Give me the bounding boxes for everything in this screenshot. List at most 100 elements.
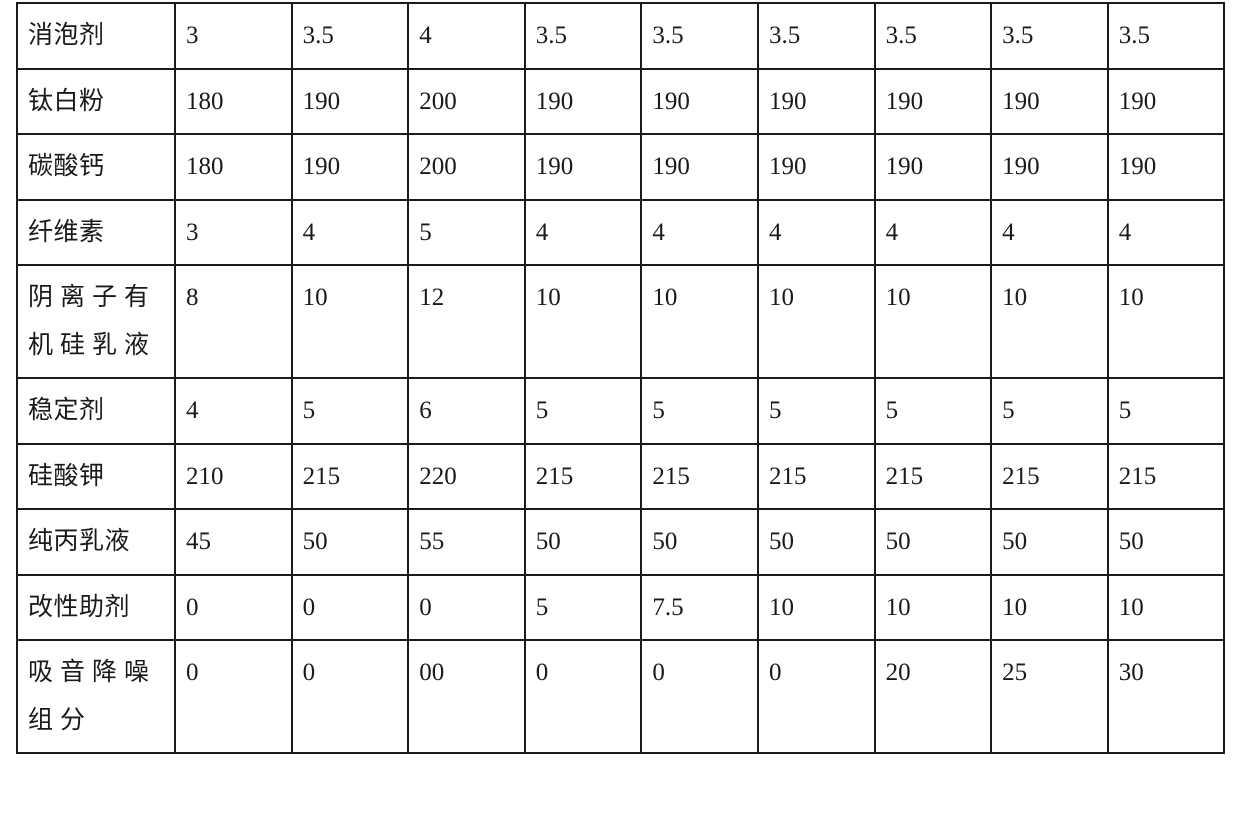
cell: 10 (1108, 575, 1225, 641)
cell: 0 (758, 640, 875, 753)
cell: 3.5 (292, 3, 409, 69)
cell: 10 (875, 265, 992, 378)
cell: 190 (1108, 134, 1225, 200)
cell: 3.5 (991, 3, 1108, 69)
cell: 10 (991, 575, 1108, 641)
cell: 4 (175, 378, 292, 444)
data-table: 消泡剂33.543.53.53.53.53.53.5钛白粉18019020019… (16, 2, 1225, 754)
cell: 10 (292, 265, 409, 378)
cell: 8 (175, 265, 292, 378)
cell: 5 (292, 378, 409, 444)
cell: 5 (758, 378, 875, 444)
cell: 50 (1108, 509, 1225, 575)
row-label: 稳定剂 (17, 378, 175, 444)
cell: 5 (525, 378, 642, 444)
cell: 10 (1108, 265, 1225, 378)
cell: 3.5 (758, 3, 875, 69)
cell: 215 (1108, 444, 1225, 510)
cell: 3 (175, 200, 292, 266)
cell: 50 (758, 509, 875, 575)
cell: 210 (175, 444, 292, 510)
table-row: 稳定剂456555555 (17, 378, 1224, 444)
cell: 0 (408, 575, 525, 641)
cell: 190 (991, 69, 1108, 135)
row-label: 纤维素 (17, 200, 175, 266)
cell: 190 (641, 69, 758, 135)
cell: 0 (525, 640, 642, 753)
row-label: 阴离子有机硅乳液 (17, 265, 175, 378)
cell: 25 (991, 640, 1108, 753)
cell: 190 (875, 134, 992, 200)
cell: 215 (758, 444, 875, 510)
cell: 220 (408, 444, 525, 510)
cell: 200 (408, 69, 525, 135)
cell: 5 (991, 378, 1108, 444)
cell: 7.5 (641, 575, 758, 641)
cell: 50 (991, 509, 1108, 575)
cell: 5 (875, 378, 992, 444)
cell: 30 (1108, 640, 1225, 753)
cell: 190 (292, 134, 409, 200)
table-wrapper: 消泡剂33.543.53.53.53.53.53.5钛白粉18019020019… (0, 0, 1240, 770)
table-row: 阴离子有机硅乳液81012101010101010 (17, 265, 1224, 378)
row-label: 改性助剂 (17, 575, 175, 641)
cell: 215 (525, 444, 642, 510)
cell: 50 (292, 509, 409, 575)
row-label: 消泡剂 (17, 3, 175, 69)
table-row: 硅酸钾210215220215215215215215215 (17, 444, 1224, 510)
cell: 215 (641, 444, 758, 510)
cell: 200 (408, 134, 525, 200)
cell: 3.5 (525, 3, 642, 69)
table-row: 改性助剂00057.510101010 (17, 575, 1224, 641)
cell: 180 (175, 69, 292, 135)
cell: 5 (1108, 378, 1225, 444)
cell: 4 (991, 200, 1108, 266)
cell: 10 (758, 575, 875, 641)
cell: 3.5 (875, 3, 992, 69)
cell: 190 (525, 134, 642, 200)
table-row: 碳酸钙180190200190190190190190190 (17, 134, 1224, 200)
cell: 50 (525, 509, 642, 575)
table-row: 纯丙乳液455055505050505050 (17, 509, 1224, 575)
cell: 215 (991, 444, 1108, 510)
row-label: 碳酸钙 (17, 134, 175, 200)
cell: 10 (641, 265, 758, 378)
cell: 215 (875, 444, 992, 510)
row-label: 钛白粉 (17, 69, 175, 135)
cell: 190 (641, 134, 758, 200)
cell: 0 (292, 575, 409, 641)
cell: 4 (641, 200, 758, 266)
cell: 190 (758, 134, 875, 200)
cell: 4 (758, 200, 875, 266)
cell: 20 (875, 640, 992, 753)
cell: 00 (408, 640, 525, 753)
cell: 3.5 (1108, 3, 1225, 69)
cell: 10 (758, 265, 875, 378)
row-label: 纯丙乳液 (17, 509, 175, 575)
cell: 45 (175, 509, 292, 575)
cell: 190 (525, 69, 642, 135)
row-label: 硅酸钾 (17, 444, 175, 510)
cell: 55 (408, 509, 525, 575)
row-label: 吸音降噪组分 (17, 640, 175, 753)
cell: 180 (175, 134, 292, 200)
cell: 5 (408, 200, 525, 266)
table-row: 钛白粉180190200190190190190190190 (17, 69, 1224, 135)
cell: 4 (408, 3, 525, 69)
cell: 50 (875, 509, 992, 575)
cell: 4 (525, 200, 642, 266)
table-row: 纤维素345444444 (17, 200, 1224, 266)
cell: 190 (991, 134, 1108, 200)
cell: 0 (175, 575, 292, 641)
cell: 4 (875, 200, 992, 266)
cell: 10 (875, 575, 992, 641)
cell: 0 (175, 640, 292, 753)
cell: 4 (1108, 200, 1225, 266)
cell: 5 (525, 575, 642, 641)
cell: 0 (292, 640, 409, 753)
cell: 3 (175, 3, 292, 69)
cell: 215 (292, 444, 409, 510)
cell: 3.5 (641, 3, 758, 69)
table-body: 消泡剂33.543.53.53.53.53.53.5钛白粉18019020019… (17, 3, 1224, 753)
cell: 5 (641, 378, 758, 444)
